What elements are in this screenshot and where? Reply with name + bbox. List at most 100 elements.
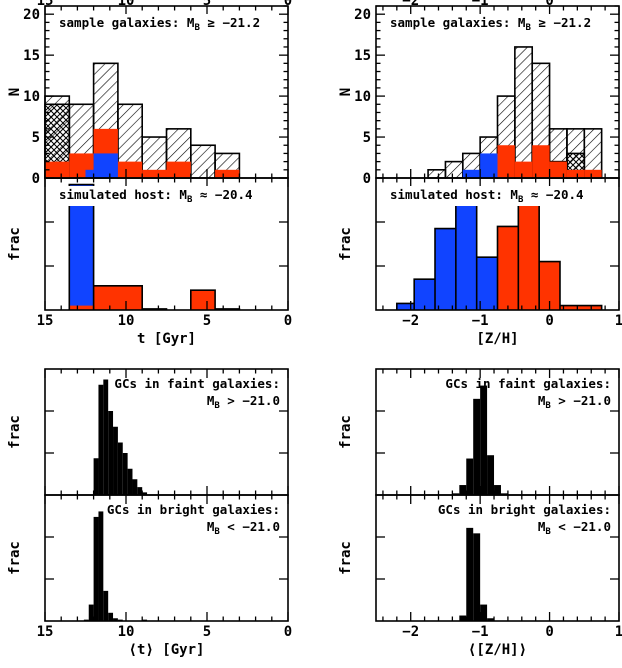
age-host-xtick-label: 15 — [37, 313, 54, 329]
metal-bright-xtick-label: −1 — [472, 624, 489, 640]
age-bright-frame — [44, 494, 289, 622]
metal-bright-xtick-label: 1 — [615, 624, 622, 640]
metal-sample-bar-red-0 — [497, 145, 515, 178]
metal-host-xtick-label: −2 — [402, 313, 419, 329]
metal-host-ylabel: frac — [338, 227, 354, 261]
age-faint-series-black — [93, 379, 148, 495]
age-bright-bar-black-3 — [98, 511, 104, 621]
metal-faint-bar-black-3 — [473, 398, 481, 495]
metal-faint-bar-black-1 — [459, 485, 467, 495]
metal-bright-ylabel: frac — [338, 541, 354, 575]
age-bright-xlabel: ⟨t⟩ [Gyr] — [129, 642, 205, 658]
age-sample-bar-red-4 — [142, 169, 167, 178]
metal-bright-xtick-label: −2 — [402, 624, 419, 640]
age-sample-bar-blue-0 — [85, 169, 94, 178]
age-sample-ylabel: N — [7, 88, 23, 96]
age-faint-annotation-line2: MB > −21.0 — [207, 393, 280, 411]
age-bright-bar-black-6 — [113, 618, 118, 621]
age-bright-bar-black-1 — [88, 604, 94, 621]
metal-bright-bar-black-4 — [487, 618, 495, 621]
metal-sample-bar-red-5 — [584, 169, 602, 178]
metal-bright-annotation-line2: MB < −21.0 — [538, 519, 611, 537]
age-sample-xtick-label: 5 — [203, 0, 211, 9]
metal-faint-annotation-line2: MB > −21.0 — [538, 393, 611, 411]
age-sample-ytick-label: 0 — [32, 171, 40, 187]
age-sample-ytick-label: 5 — [32, 130, 40, 146]
metal-sample-xtick-label: −2 — [402, 0, 419, 9]
metal-host-series-red — [497, 191, 602, 310]
metal-sample-ylabel: N — [338, 88, 354, 96]
metal-sample-ytick-label: 0 — [363, 171, 371, 187]
metal-sample-series-blue — [462, 153, 498, 178]
age-sample-bar-red-7 — [215, 169, 240, 178]
metal-host-annotation: simulated host: MB ≈ −20.4 — [390, 187, 584, 205]
metal-host-bar-red-1 — [518, 191, 540, 310]
age-sample-ytick-label: 20 — [23, 7, 40, 23]
metal-sample-bar-hatch-0 — [427, 169, 447, 179]
metal-sample-bar-hatch-5 — [514, 46, 534, 179]
age-faint-bar-black-6 — [122, 453, 128, 495]
age-host-xtick-label: 10 — [118, 313, 135, 329]
metal-host-xlabel: [Z/H] — [476, 331, 518, 347]
metal-faint-bar-black-4 — [480, 385, 488, 495]
metal-bright-series-black — [459, 527, 495, 621]
metal-host-bar-blue-0 — [396, 303, 415, 310]
age-faint-bar-black-7 — [127, 468, 133, 495]
metal-faint-bar-black-2 — [466, 458, 474, 495]
metal-bright-panel: −2 −1 0 1 frac ⟨[Z/H]⟩ GCs in bright galaxies:… — [338, 494, 622, 658]
metal-host-bar-red-3 — [559, 305, 602, 310]
age-bright-xtick-label: 10 — [118, 624, 135, 640]
age-bright-bar-black-4 — [103, 590, 109, 621]
age-host-frame — [44, 177, 289, 311]
age-host-xtick-label: 5 — [203, 313, 211, 329]
age-faint-ylabel: frac — [7, 415, 23, 449]
metal-sample-ytick-label: 15 — [354, 48, 371, 64]
age-host-xtick-label: 0 — [284, 313, 292, 329]
age-sample-xtick-label: 10 — [118, 0, 135, 9]
age-faint-bar-black-4 — [113, 426, 118, 495]
metal-host-series-blue — [396, 186, 498, 310]
age-faint-panel: frac GCs in faint galaxies: MB > −21.0 — [7, 368, 289, 496]
age-host-xlabel: t [Gyr] — [137, 331, 196, 347]
metal-host-panel: −2 −1 0 1 frac [Z/H] simulated host: MB ≈ −20.… — [338, 177, 622, 347]
age-faint-bar-black-8 — [132, 479, 138, 495]
age-faint-bar-black-9 — [137, 487, 143, 495]
age-faint-bar-black-10 — [142, 492, 148, 495]
age-bright-panel: 15 10 5 0 frac ⟨t⟩ [Gyr] GCs in bright galaxie… — [7, 494, 292, 658]
metal-bright-frame — [375, 494, 620, 622]
age-sample-xtick-label: 15 — [37, 0, 54, 9]
metal-faint-series-black — [452, 385, 508, 495]
age-sample-ytick-label: 15 — [23, 48, 40, 64]
age-bright-bar-black-2 — [93, 516, 99, 621]
metal-sample-xtick-label: 0 — [545, 0, 553, 9]
metal-sample-xtick-label: −1 — [472, 0, 489, 9]
age-sample-ytick-label: 10 — [23, 89, 40, 105]
age-host-outline — [68, 183, 241, 310]
metal-faint-bar-black-5 — [487, 455, 495, 495]
age-bright-ylabel: frac — [7, 541, 23, 575]
metal-sample-bar-red-1 — [514, 161, 533, 178]
age-sample-annotation: sample galaxies: MB ≥ −21.2 — [59, 15, 260, 33]
age-faint-bar-black-5 — [117, 442, 123, 495]
age-bright-bar-black-5 — [108, 612, 114, 621]
age-bright-annotation-line2: MB < −21.0 — [207, 519, 280, 537]
age-host-bar-red-0 — [69, 305, 94, 310]
age-sample-bar-blue-1 — [93, 153, 118, 178]
metal-sample-series-red — [497, 145, 602, 178]
age-faint-bar-black-1 — [98, 384, 104, 495]
age-bright-xtick-label: 5 — [203, 624, 211, 640]
age-host-bar-red-1 — [93, 285, 143, 310]
metal-host-xtick-label: 1 — [615, 313, 622, 329]
age-sample-xtick-label: 0 — [284, 0, 292, 9]
metal-sample-bar-blue-1 — [480, 153, 498, 178]
metal-host-bar-blue-2 — [435, 228, 456, 310]
age-host-panel: 15 10 5 0 frac t [Gyr] simulated host: MB ≈ −2… — [7, 177, 292, 347]
age-faint-bar-black-2 — [103, 379, 109, 495]
metal-bright-bar-black-2 — [473, 533, 481, 621]
metal-sample-bar-red-4 — [566, 169, 585, 178]
metal-faint-annotation-line1: GCs in faint galaxies: — [445, 376, 611, 391]
metal-host-bar-red-0 — [497, 226, 519, 310]
